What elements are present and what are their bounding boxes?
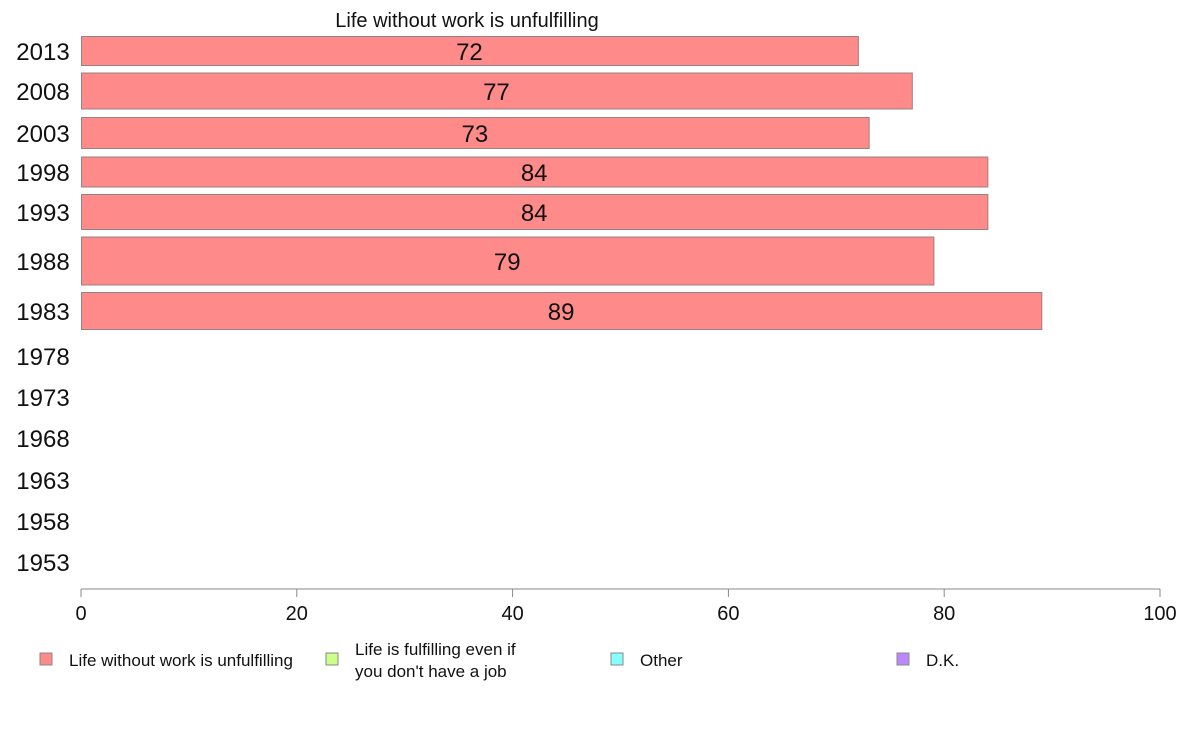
bar-value-label: 79 [494,249,521,276]
legend-swatch [325,652,339,666]
bar-value-label: 77 [483,79,510,106]
x-tick-label: 80 [933,603,955,625]
y-tick-label: 1973 [16,385,69,412]
bar [81,236,935,286]
x-axis: 0 20 40 60 80 100 [75,588,1177,625]
bar [81,292,1043,330]
y-tick-label: 1983 [16,299,69,326]
legend-label: Life without work is unfulfilling [69,651,293,670]
x-tick-label: 20 [286,603,308,625]
y-tick-label: 2003 [16,121,69,148]
legend-swatch [610,652,624,666]
x-tick-label: 60 [717,603,739,625]
y-tick-label: 1968 [16,426,69,453]
bar [81,117,870,149]
y-tick-label: 1993 [16,200,69,227]
y-tick-label: 2008 [16,79,69,106]
x-tick-label: 40 [501,603,523,625]
bar-value-label: 72 [456,39,483,66]
y-tick-label: 1953 [16,550,69,577]
bar-value-label: 84 [521,200,548,227]
bar [81,72,913,110]
legend-label: you don't have a job [355,662,507,681]
y-axis-labels: 2013 2008 2003 1998 1993 1988 1983 1978 1973 1968… [16,39,69,577]
y-tick-label: 1963 [16,468,69,495]
y-tick-label: 1958 [16,509,69,536]
bar-value-label: 89 [548,299,575,326]
legend-label: Life is fulfilling even if [355,640,516,659]
legend-label: Other [640,651,683,670]
bar [81,36,859,66]
y-tick-label: 1988 [16,249,69,276]
x-tick-label: 0 [75,603,86,625]
legend-swatch [896,652,910,666]
bar-value-label: 73 [461,121,488,148]
legend-swatch [39,652,53,666]
bar [81,194,989,230]
x-tick-label: 100 [1143,603,1176,625]
legend-label: D.K. [926,651,959,670]
y-tick-label: 1978 [16,344,69,371]
bar [81,156,989,188]
chart-title: Life without work is unfulfilling [335,10,598,32]
legend: Life without work is unfulfilling Life is… [39,640,959,681]
bar-value-label: 84 [521,160,548,187]
y-tick-label: 1998 [16,160,69,187]
y-tick-label: 2013 [16,39,69,66]
